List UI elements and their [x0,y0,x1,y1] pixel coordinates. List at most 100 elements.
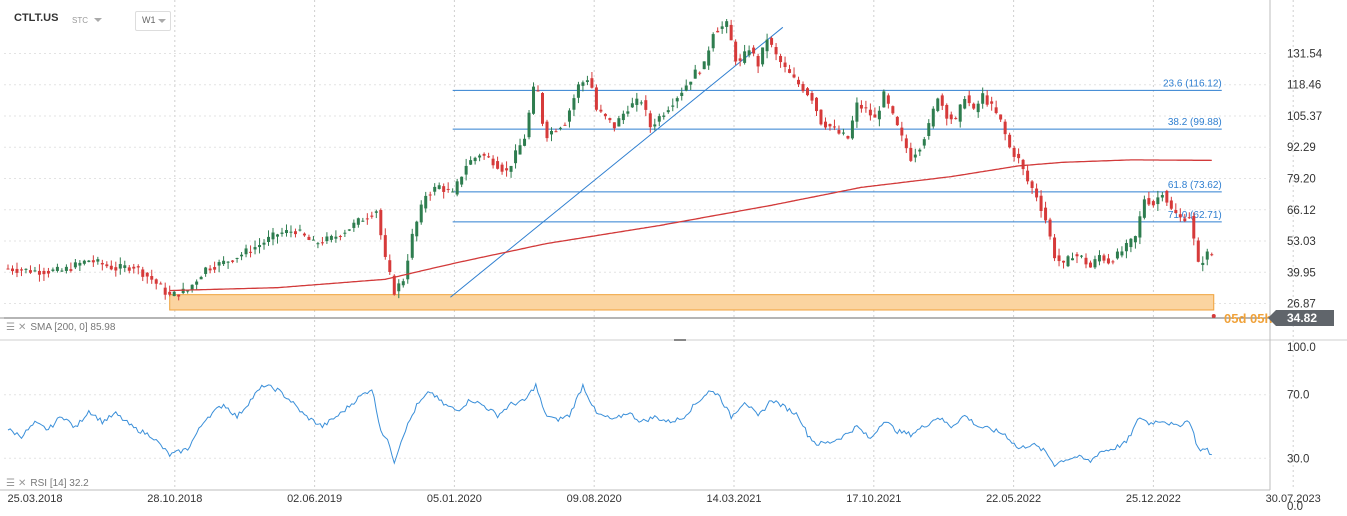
candle-body [235,257,239,259]
candle-body [1133,236,1137,243]
candle-body [662,115,666,117]
candle-body [356,218,360,225]
candle-body [1057,255,1061,262]
candle-body [361,220,365,222]
candle-body [379,210,383,236]
candle-body [208,268,212,271]
candle-body [918,149,922,152]
candle-body [734,41,738,62]
candle-body [1012,147,1016,157]
candle-body [1021,159,1025,170]
candle-body [630,103,634,108]
current-price-badge: 34.82 [1268,310,1334,326]
candle-body [96,259,100,262]
candle-body [999,114,1003,120]
support-zone [169,294,1215,311]
candle-body [698,72,702,74]
close-icon[interactable]: ✕ [17,322,27,333]
candle-body [1062,260,1066,263]
candle-body [28,270,32,273]
candle-body [913,154,917,158]
rsi-tick-label: 30.0 [1287,453,1309,465]
price-tick-label: 131.54 [1287,49,1323,61]
candle-body [828,124,832,127]
x-tick-label: 22.05.2022 [986,493,1041,505]
pane-resize-handle[interactable] [674,339,686,341]
candle-body [909,147,913,161]
candle-body [118,264,122,269]
candle-body [756,55,760,67]
trendline [450,26,784,298]
candle-body [451,191,455,193]
price-tick-label: 66.12 [1287,205,1316,217]
candle-body [680,92,684,96]
close-icon[interactable]: ✕ [17,478,27,489]
candle-body [1174,210,1178,214]
indicator-menu-icon[interactable]: ☰ [6,322,15,333]
candle-body [154,279,158,284]
candle-body [846,135,850,139]
candle-body [770,38,774,45]
rsi-legend[interactable]: ☰ ✕ RSI [14] 32.2 [6,478,89,489]
x-tick-label: 09.08.2020 [567,493,622,505]
candle-body [284,230,288,234]
candle-body [801,84,805,92]
candle-body [1111,261,1115,263]
candle-body [410,233,414,258]
candle-body [707,50,711,66]
candle-body [289,231,293,233]
candle-body [338,236,342,238]
candle-body [159,283,163,285]
candle-body [478,155,482,158]
candle-body [1035,188,1039,198]
candle-body [657,116,661,122]
candle-body [186,290,190,292]
candle-body [334,236,338,239]
timeframe-selector[interactable]: W1 [135,11,171,31]
candle-body [172,291,176,297]
candle-body [954,118,958,120]
instrument-dropdown-icon[interactable] [94,18,102,22]
candle-body [873,114,877,118]
candle-body [859,104,863,109]
rsi-value: 32.2 [69,478,89,489]
candle-body [1106,258,1110,264]
candle-body [725,21,729,27]
candle-body [1201,262,1205,265]
candle-body [1079,255,1083,257]
candle-body [302,233,306,236]
indicator-menu-icon[interactable]: ☰ [6,478,15,489]
candle-body [271,232,275,240]
candle-body [792,74,796,78]
price-tick-label: 105.37 [1287,111,1322,123]
candle-body [931,108,935,127]
candle-body [505,168,509,171]
candle-body [648,113,652,128]
rsi-tick-label: 0.0 [1287,501,1303,513]
price-tick-label: 118.46 [1287,80,1321,92]
candle-body [864,107,868,109]
candle-body [1039,195,1043,212]
candle-body [109,265,113,270]
candle-body [127,267,131,271]
candle-body [572,98,576,110]
candle-body [78,262,82,266]
candle-body [806,88,810,96]
price-tick-label: 92.29 [1287,142,1316,154]
symbol-label[interactable]: CTLT.US [14,12,59,24]
candle-body [424,195,428,209]
timeframe-label: W1 [142,15,156,25]
candle-body [114,267,118,271]
candle-body [671,105,675,107]
candle-body [1044,207,1048,221]
candle-body [1017,153,1021,159]
candle-body [446,188,450,190]
candle-body [343,232,347,234]
candle-body [258,245,262,248]
candle-body [487,156,491,158]
sma-legend[interactable]: ☰ ✕ SMA [200, 0] 85.98 [6,322,115,333]
sma-params: [200, 0] [54,322,88,333]
candle-body [532,86,536,114]
